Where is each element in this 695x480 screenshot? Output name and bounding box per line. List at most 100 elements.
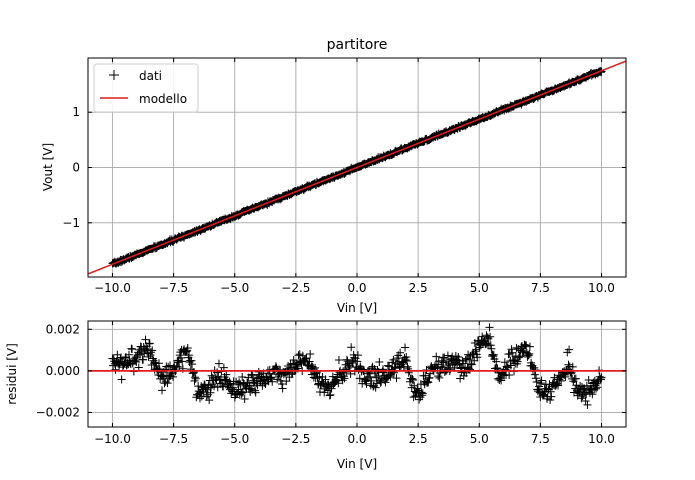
main-plot-x-tick-label: 7.5 — [531, 281, 550, 295]
residual-point — [163, 379, 172, 388]
main-plot-x-tick-label: −10.0 — [94, 281, 131, 295]
residual-point — [267, 373, 276, 382]
residual-point — [584, 376, 593, 385]
residual-point — [418, 391, 427, 400]
residual-point — [533, 387, 542, 396]
residual-point — [339, 372, 348, 381]
residual-point — [383, 361, 392, 370]
residual-point — [190, 376, 199, 385]
residual-point — [229, 383, 238, 392]
residuals-x-tick-label: 0.0 — [347, 432, 366, 446]
residual-point — [355, 374, 364, 383]
main-plot-y-tick-label: 1 — [72, 105, 80, 119]
residual-point — [561, 372, 570, 381]
residual-point — [148, 346, 157, 355]
residuals-x-tick-label: −10.0 — [94, 432, 131, 446]
residual-point — [289, 356, 298, 365]
residual-point — [111, 365, 120, 374]
residual-point — [597, 373, 606, 382]
residual-point — [379, 368, 388, 377]
main-plot-x-tick-label: −2.5 — [281, 281, 310, 295]
main-plot-title: partitore — [327, 37, 388, 53]
residual-point — [342, 355, 351, 364]
residual-point — [486, 341, 495, 350]
residual-point — [520, 340, 529, 349]
residual-point — [592, 379, 601, 388]
residual-point — [219, 382, 228, 391]
residual-point — [248, 371, 257, 380]
residual-point — [305, 357, 314, 366]
residual-point — [392, 374, 401, 383]
residuals-x-tick-label: 7.5 — [531, 432, 550, 446]
residual-point — [147, 348, 156, 357]
residual-point — [532, 374, 541, 383]
residual-point — [554, 381, 563, 390]
residual-point — [235, 378, 244, 387]
residual-point — [538, 391, 547, 400]
residual-point — [572, 381, 581, 390]
residual-point — [568, 362, 577, 371]
residual-point — [132, 358, 141, 367]
legend-label-dati: dati — [139, 69, 162, 83]
residual-point — [238, 372, 247, 381]
residual-point — [485, 323, 494, 332]
residual-point — [461, 355, 470, 364]
residuals-plot-panel: −10.0 −7.5 −5.0 −2.5 0.0 2.5 5.0 7.5 10.0 −0.002 0… — [5, 320, 627, 471]
residual-point — [334, 355, 343, 364]
residual-point — [516, 352, 525, 361]
residual-point — [514, 353, 523, 362]
residual-point — [338, 376, 347, 385]
legend: dati modello — [93, 63, 199, 113]
residual-point — [525, 342, 534, 351]
main-plot-x-axis-label: Vin [V] — [337, 301, 377, 315]
residual-point — [251, 388, 260, 397]
residual-point — [505, 371, 514, 380]
residual-point — [500, 358, 509, 367]
residual-point — [565, 345, 574, 354]
residual-point — [353, 351, 362, 360]
residual-point — [596, 375, 605, 384]
residual-point — [366, 372, 375, 381]
residual-point — [164, 362, 173, 371]
residual-point — [440, 353, 449, 362]
residual-point — [487, 344, 496, 353]
residual-point — [306, 350, 315, 359]
residual-point — [347, 343, 356, 352]
residual-point — [443, 351, 452, 360]
residual-point — [524, 351, 533, 360]
main-plot-x-tick-label: 5.0 — [470, 281, 489, 295]
residual-point — [266, 373, 275, 382]
residual-point — [432, 352, 441, 361]
residual-point — [418, 389, 427, 398]
residual-point — [151, 358, 160, 367]
residual-point — [522, 341, 531, 350]
residual-point — [437, 362, 446, 371]
residual-point — [195, 394, 204, 403]
residual-point — [334, 379, 343, 388]
residual-point — [483, 339, 492, 348]
residual-point — [251, 386, 260, 395]
residual-point — [237, 389, 246, 398]
residual-point — [325, 391, 334, 400]
main-plot-y-tick-label: −1 — [62, 216, 80, 230]
residual-point — [222, 370, 231, 379]
modello-line — [88, 60, 626, 275]
residual-point — [362, 379, 371, 388]
residual-point — [486, 332, 495, 341]
residual-point — [547, 392, 556, 401]
residual-point — [571, 374, 580, 383]
residual-point — [403, 362, 412, 371]
residual-point — [588, 390, 597, 399]
residual-point — [202, 385, 211, 394]
residual-point — [300, 355, 309, 364]
residual-point — [320, 388, 329, 397]
residual-point — [117, 375, 126, 384]
residual-point — [158, 386, 167, 395]
residual-point — [169, 372, 178, 381]
residual-point — [245, 381, 254, 390]
residual-point — [566, 368, 575, 377]
residual-point — [124, 350, 133, 359]
residual-point — [408, 374, 417, 383]
residual-point — [312, 368, 321, 377]
